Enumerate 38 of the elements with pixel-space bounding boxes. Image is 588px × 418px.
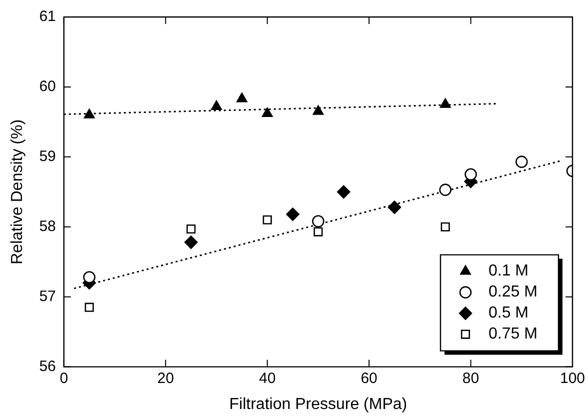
legend-label: 0.1 M	[488, 262, 528, 280]
y-tick-label: 61	[39, 8, 56, 26]
x-tick-label: 60	[360, 370, 378, 387]
y-tick-label: 58	[39, 218, 56, 236]
point	[439, 184, 452, 196]
point	[84, 302, 94, 312]
point	[262, 107, 273, 117]
point	[286, 208, 300, 221]
x-tick-label: 100	[560, 370, 585, 387]
point	[262, 215, 272, 224]
point	[186, 224, 196, 234]
point	[83, 271, 96, 284]
point	[84, 108, 95, 118]
x-tick-label: 40	[258, 370, 276, 387]
x-tick-label: 0	[60, 370, 68, 387]
x-tick-label: 80	[462, 370, 480, 387]
y-tick-label: 59	[39, 148, 56, 166]
point	[515, 156, 528, 168]
y-axis-title: Relative Density (%)	[9, 119, 26, 264]
point	[440, 98, 451, 108]
y-tick-label: 56	[39, 358, 56, 375]
y-tick-label: 57	[39, 288, 56, 305]
y-tick-label: 60	[39, 78, 56, 96]
x-tick-label: 20	[157, 370, 174, 387]
point	[336, 185, 350, 199]
point	[388, 200, 402, 214]
point	[211, 100, 222, 110]
point	[464, 168, 477, 181]
x-axis-title: Filtration Pressure (MPa)	[229, 396, 408, 413]
point	[440, 222, 450, 232]
legend-label: 0.75 M	[488, 326, 538, 343]
point	[312, 105, 324, 115]
point	[184, 236, 198, 249]
point	[312, 215, 324, 228]
legend-label: 0.25 M	[488, 284, 538, 301]
point	[236, 92, 248, 102]
legend-label: 0.5 M	[488, 304, 528, 322]
point	[314, 227, 323, 236]
